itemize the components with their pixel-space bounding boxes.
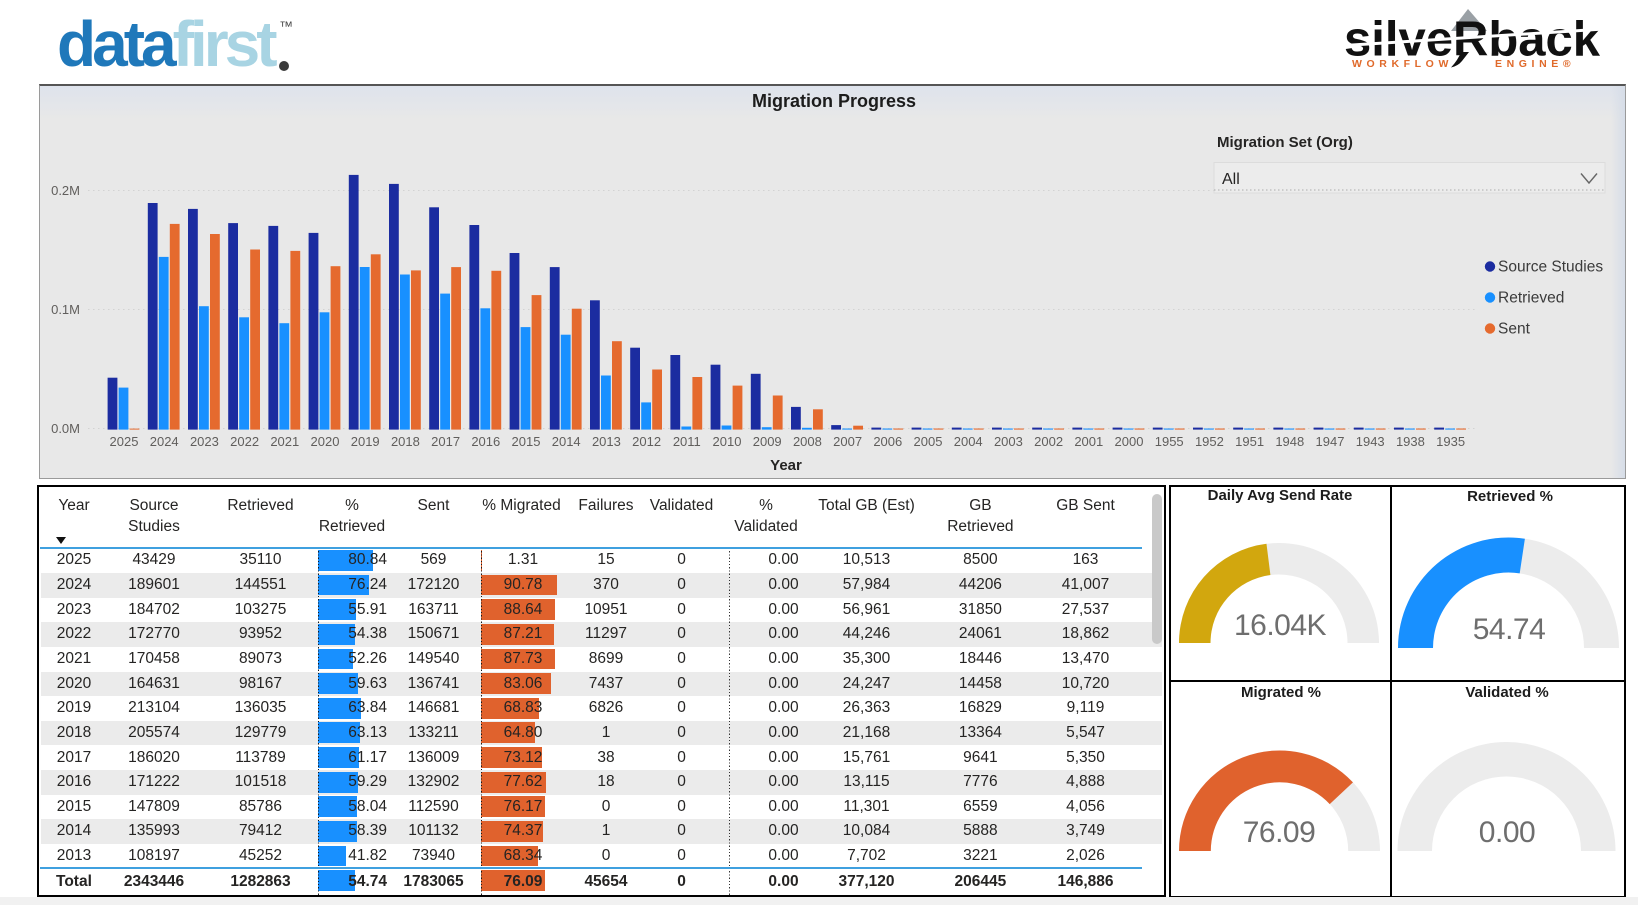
svg-text:Year: Year <box>770 457 802 474</box>
svg-text:Source Studies: Source Studies <box>1498 259 1603 276</box>
svg-text:2013: 2013 <box>592 434 621 449</box>
svg-text:2017: 2017 <box>431 434 460 449</box>
svg-text:2006: 2006 <box>873 434 902 449</box>
svg-text:2016: 2016 <box>471 434 500 449</box>
svg-text:Migration Set (Org): Migration Set (Org) <box>1217 134 1353 151</box>
svg-text:1935: 1935 <box>1436 434 1465 449</box>
svg-text:2001: 2001 <box>1074 434 1103 449</box>
svg-text:2025: 2025 <box>110 434 139 449</box>
svg-text:1948: 1948 <box>1275 434 1304 449</box>
svg-text:WORKFLOW: WORKFLOW <box>1352 58 1453 70</box>
svg-text:1938: 1938 <box>1396 434 1425 449</box>
svg-text:2020: 2020 <box>311 434 340 449</box>
svg-text:2009: 2009 <box>753 434 782 449</box>
svg-text:0.0M: 0.0M <box>51 421 80 436</box>
svg-text:2021: 2021 <box>270 434 299 449</box>
svg-text:1947: 1947 <box>1316 434 1345 449</box>
svg-text:2012: 2012 <box>632 434 661 449</box>
svg-text:54.74: 54.74 <box>1473 613 1546 646</box>
svg-text:2024: 2024 <box>150 434 179 449</box>
svg-text:2022: 2022 <box>230 434 259 449</box>
svg-text:2005: 2005 <box>914 434 943 449</box>
svg-text:™: ™ <box>279 18 293 34</box>
svg-text:0.1M: 0.1M <box>51 302 80 317</box>
svg-text:2011: 2011 <box>673 434 701 449</box>
svg-text:Retrieved: Retrieved <box>1498 290 1564 307</box>
svg-text:2015: 2015 <box>512 434 541 449</box>
svg-text:All: All <box>1222 171 1240 188</box>
svg-text:Retrieved %: Retrieved % <box>1467 488 1553 505</box>
svg-text:2000: 2000 <box>1115 434 1144 449</box>
svg-text:2014: 2014 <box>552 434 581 449</box>
svg-text:Sent: Sent <box>1498 321 1531 338</box>
svg-text:Migrated %: Migrated % <box>1241 684 1321 701</box>
svg-text:16.04K: 16.04K <box>1234 609 1327 642</box>
svg-text:1955: 1955 <box>1155 434 1184 449</box>
svg-text:2023: 2023 <box>190 434 219 449</box>
svg-text:datafirst: datafirst <box>57 8 277 80</box>
svg-text:1943: 1943 <box>1356 434 1385 449</box>
svg-text:2007: 2007 <box>833 434 862 449</box>
svg-text:Migration Progress: Migration Progress <box>752 91 916 111</box>
svg-text:silveRback: silveRback <box>1344 13 1601 67</box>
svg-text:2004: 2004 <box>954 434 983 449</box>
svg-text:2018: 2018 <box>391 434 420 449</box>
svg-text:2008: 2008 <box>793 434 822 449</box>
svg-text:76.09: 76.09 <box>1243 816 1316 849</box>
svg-text:0.2M: 0.2M <box>51 183 80 198</box>
svg-text:ENGINE®: ENGINE® <box>1495 58 1575 70</box>
svg-text:2003: 2003 <box>994 434 1023 449</box>
svg-text:Validated %: Validated % <box>1465 684 1548 701</box>
svg-text:2019: 2019 <box>351 434 380 449</box>
svg-text:Daily Avg Send Rate: Daily Avg Send Rate <box>1208 487 1353 504</box>
svg-text:2010: 2010 <box>713 434 742 449</box>
svg-text:1952: 1952 <box>1195 434 1224 449</box>
svg-text:2002: 2002 <box>1034 434 1063 449</box>
svg-text:1951: 1951 <box>1235 434 1264 449</box>
svg-text:0.00: 0.00 <box>1479 816 1535 849</box>
